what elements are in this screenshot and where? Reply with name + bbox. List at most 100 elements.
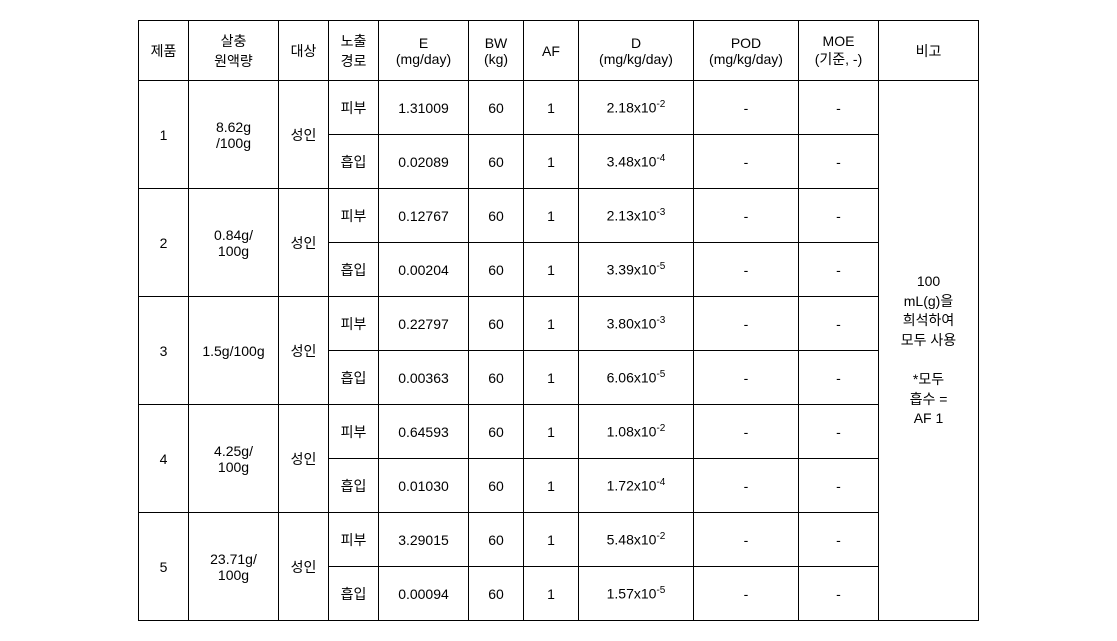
col-header-product: 제품: [139, 21, 189, 81]
cell-moe: -: [799, 297, 879, 351]
cell-route: 피부: [329, 405, 379, 459]
cell-d: 6.06x10-5: [579, 351, 694, 405]
cell-pod: -: [694, 351, 799, 405]
cell-moe: -: [799, 243, 879, 297]
cell-bw: 60: [469, 405, 524, 459]
table-row: 20.84g/100g성인피부0.127676012.13x10-3--: [139, 189, 979, 243]
cell-route: 피부: [329, 297, 379, 351]
cell-route: 흡입: [329, 135, 379, 189]
cell-bw: 60: [469, 243, 524, 297]
cell-target: 성인: [279, 81, 329, 189]
cell-bw: 60: [469, 297, 524, 351]
cell-af: 1: [524, 351, 579, 405]
cell-bw: 60: [469, 189, 524, 243]
cell-note: 100mL(g)을희석하여모두 사용*모두흡수 =AF 1: [879, 81, 979, 621]
cell-d: 1.08x10-2: [579, 405, 694, 459]
cell-route: 피부: [329, 513, 379, 567]
cell-route: 흡입: [329, 567, 379, 621]
cell-route: 흡입: [329, 243, 379, 297]
cell-bw: 60: [469, 567, 524, 621]
cell-pod: -: [694, 189, 799, 243]
col-header-target: 대상: [279, 21, 329, 81]
cell-moe: -: [799, 81, 879, 135]
cell-af: 1: [524, 567, 579, 621]
cell-target: 성인: [279, 513, 329, 621]
cell-moe: -: [799, 189, 879, 243]
cell-d: 2.13x10-3: [579, 189, 694, 243]
cell-e: 0.00363: [379, 351, 469, 405]
exposure-data-table: 제품 살충 원액량 대상 노출 경로 E (mg/day) BW (kg) AF…: [138, 20, 979, 621]
cell-amount: 8.62g/100g: [189, 81, 279, 189]
cell-e: 0.02089: [379, 135, 469, 189]
cell-route: 피부: [329, 81, 379, 135]
cell-bw: 60: [469, 459, 524, 513]
col-header-d: D (mg/kg/day): [579, 21, 694, 81]
cell-bw: 60: [469, 135, 524, 189]
cell-af: 1: [524, 459, 579, 513]
cell-amount: 0.84g/100g: [189, 189, 279, 297]
cell-d: 3.80x10-3: [579, 297, 694, 351]
cell-product: 3: [139, 297, 189, 405]
cell-moe: -: [799, 459, 879, 513]
cell-amount: 23.71g/100g: [189, 513, 279, 621]
cell-pod: -: [694, 513, 799, 567]
table-row: 18.62g/100g성인피부1.310096012.18x10-2--100m…: [139, 81, 979, 135]
cell-target: 성인: [279, 189, 329, 297]
cell-bw: 60: [469, 513, 524, 567]
cell-product: 2: [139, 189, 189, 297]
cell-route: 피부: [329, 189, 379, 243]
col-header-bw: BW (kg): [469, 21, 524, 81]
col-header-moe: MOE (기준, -): [799, 21, 879, 81]
cell-moe: -: [799, 135, 879, 189]
col-header-pod: POD (mg/kg/day): [694, 21, 799, 81]
cell-d: 2.18x10-2: [579, 81, 694, 135]
header-row: 제품 살충 원액량 대상 노출 경로 E (mg/day) BW (kg) AF…: [139, 21, 979, 81]
cell-af: 1: [524, 81, 579, 135]
table-row: 44.25g/100g성인피부0.645936011.08x10-2--: [139, 405, 979, 459]
cell-pod: -: [694, 243, 799, 297]
cell-e: 3.29015: [379, 513, 469, 567]
col-header-af: AF: [524, 21, 579, 81]
col-header-route: 노출 경로: [329, 21, 379, 81]
col-header-e: E (mg/day): [379, 21, 469, 81]
cell-moe: -: [799, 405, 879, 459]
cell-e: 0.00204: [379, 243, 469, 297]
col-header-note: 비고: [879, 21, 979, 81]
cell-af: 1: [524, 405, 579, 459]
cell-d: 1.57x10-5: [579, 567, 694, 621]
cell-product: 5: [139, 513, 189, 621]
cell-d: 1.72x10-4: [579, 459, 694, 513]
cell-af: 1: [524, 243, 579, 297]
cell-route: 흡입: [329, 459, 379, 513]
cell-product: 1: [139, 81, 189, 189]
cell-target: 성인: [279, 405, 329, 513]
cell-product: 4: [139, 405, 189, 513]
cell-bw: 60: [469, 81, 524, 135]
cell-af: 1: [524, 189, 579, 243]
cell-e: 0.00094: [379, 567, 469, 621]
cell-pod: -: [694, 135, 799, 189]
cell-af: 1: [524, 135, 579, 189]
cell-af: 1: [524, 297, 579, 351]
cell-pod: -: [694, 567, 799, 621]
cell-d: 5.48x10-2: [579, 513, 694, 567]
cell-amount: 4.25g/100g: [189, 405, 279, 513]
cell-e: 1.31009: [379, 81, 469, 135]
cell-pod: -: [694, 297, 799, 351]
cell-d: 3.48x10-4: [579, 135, 694, 189]
cell-bw: 60: [469, 351, 524, 405]
col-header-amount: 살충 원액량: [189, 21, 279, 81]
cell-e: 0.64593: [379, 405, 469, 459]
cell-af: 1: [524, 513, 579, 567]
cell-amount: 1.5g/100g: [189, 297, 279, 405]
cell-pod: -: [694, 459, 799, 513]
cell-target: 성인: [279, 297, 329, 405]
cell-moe: -: [799, 351, 879, 405]
table-row: 31.5g/100g성인피부0.227976013.80x10-3--: [139, 297, 979, 351]
cell-e: 0.22797: [379, 297, 469, 351]
cell-e: 0.12767: [379, 189, 469, 243]
cell-route: 흡입: [329, 351, 379, 405]
cell-d: 3.39x10-5: [579, 243, 694, 297]
cell-pod: -: [694, 81, 799, 135]
cell-e: 0.01030: [379, 459, 469, 513]
